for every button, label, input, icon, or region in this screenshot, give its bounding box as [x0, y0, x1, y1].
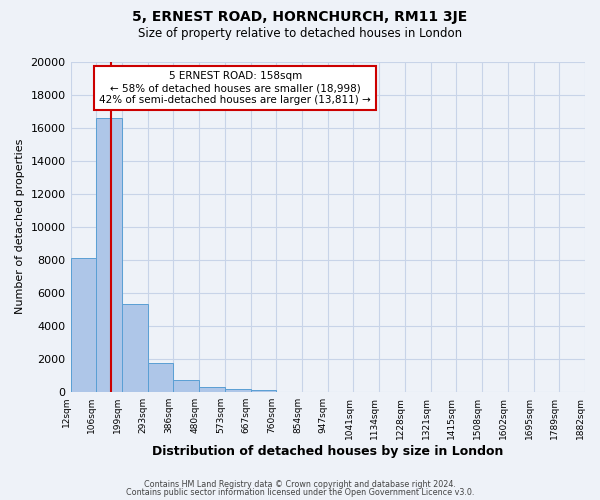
Text: Contains HM Land Registry data © Crown copyright and database right 2024.: Contains HM Land Registry data © Crown c…: [144, 480, 456, 489]
Bar: [225, 390, 251, 392]
Bar: [122, 304, 148, 392]
Y-axis label: Number of detached properties: Number of detached properties: [15, 139, 25, 314]
Bar: [199, 387, 225, 392]
Text: 5, ERNEST ROAD, HORNCHURCH, RM11 3JE: 5, ERNEST ROAD, HORNCHURCH, RM11 3JE: [133, 10, 467, 24]
X-axis label: Distribution of detached houses by size in London: Distribution of detached houses by size …: [152, 444, 503, 458]
Text: 5 ERNEST ROAD: 158sqm
← 58% of detached houses are smaller (18,998)
42% of semi-: 5 ERNEST ROAD: 158sqm ← 58% of detached …: [99, 72, 371, 104]
Bar: [71, 258, 96, 392]
Bar: [251, 390, 277, 392]
Text: Size of property relative to detached houses in London: Size of property relative to detached ho…: [138, 28, 462, 40]
Text: Contains public sector information licensed under the Open Government Licence v3: Contains public sector information licen…: [126, 488, 474, 497]
Bar: [148, 363, 173, 392]
Bar: [173, 380, 199, 392]
Bar: [96, 118, 122, 392]
